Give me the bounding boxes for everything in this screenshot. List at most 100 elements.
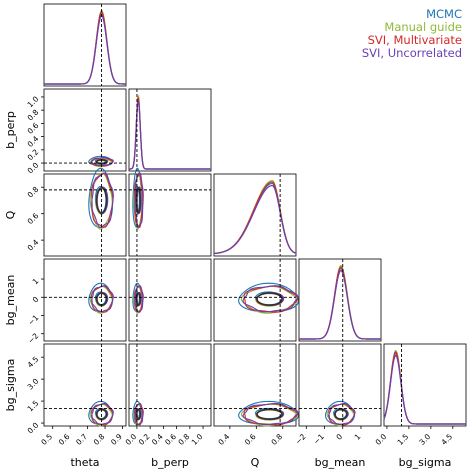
panel-bg_sigma-vs-bg_sigma: [383, 343, 467, 427]
x-tick-label: 4.5: [439, 432, 454, 447]
y-tick-label: 0.0: [26, 160, 41, 175]
marginal-mcmc: [299, 267, 381, 340]
y-tick-label: 1.5: [26, 399, 41, 414]
x-tick-label: 0.6: [163, 432, 178, 447]
panel-frame: [128, 173, 212, 257]
contour-svi-uncorrelated: [91, 402, 114, 426]
legend-entry: SVI, Multivariate: [367, 33, 462, 47]
contour-svi-multivariate: [243, 285, 299, 313]
x-tick-label: 1.0: [190, 432, 205, 447]
x-tick-label: 0.8: [269, 432, 284, 447]
x-axis-label: bg_sigma: [399, 456, 452, 469]
panel-frame: [128, 343, 212, 427]
panel-bg_sigma-vs-b_perp: [128, 343, 212, 427]
panel-bg_sigma-vs-bg_mean: [298, 343, 382, 427]
contour-core: [256, 292, 283, 306]
x-tick-label: 0.4: [216, 432, 231, 447]
y-tick-label: 0.4: [26, 238, 41, 253]
panel-frame: [43, 3, 127, 87]
y-tick-label: 0.2: [26, 147, 41, 162]
contour-core: [334, 408, 348, 420]
marginal-manual-guide: [44, 9, 126, 85]
y-tick-label: 0: [31, 295, 41, 305]
marginal-svi-uncorrelated: [44, 14, 126, 85]
y-axis-label: bg_sigma: [4, 359, 17, 412]
x-tick-label: 0.8: [176, 432, 191, 447]
y-tick-label: 0.8: [26, 108, 41, 123]
y-tick-label: 0.0: [26, 420, 41, 435]
legend: MCMC Manual guide SVI, Multivariate SVI, Un…: [362, 8, 462, 60]
marginal-manual-guide: [383, 349, 466, 425]
panel-bg_mean-vs-bg_mean: [298, 258, 382, 342]
y-tick-label: 4.5: [26, 355, 41, 370]
y-tick-label: 3.0: [26, 377, 41, 392]
panel-frame: [43, 258, 127, 342]
panel-b_perp-vs-b_perp: [128, 88, 212, 172]
panel-frame: [213, 173, 297, 257]
marginal-mcmc: [213, 182, 297, 255]
panel-frame: [213, 343, 297, 427]
panel-frame: [128, 258, 212, 342]
x-axis-label: Q: [251, 456, 260, 469]
contour-manual-guide: [89, 172, 113, 230]
contour-svi-uncorrelated: [90, 156, 114, 167]
x-tick-label: 0.4: [150, 432, 165, 447]
y-axis-label: Q: [4, 210, 17, 219]
panel-frame: [383, 343, 467, 427]
panel-Q-vs-b_perp: [128, 167, 212, 257]
x-tick-label: 0.7: [74, 432, 89, 447]
y-tick-label: 0.8: [26, 185, 41, 200]
marginal-svi-uncorrelated: [213, 184, 297, 255]
x-axis-label: theta: [70, 456, 99, 469]
contour-core: [95, 292, 108, 306]
marginal-svi-multivariate: [383, 351, 466, 425]
x-tick-label: 1.5: [396, 432, 411, 447]
marginal-svi-uncorrelated: [299, 269, 381, 340]
contour-svi-uncorrelated: [91, 285, 114, 313]
panel-frame: [43, 88, 127, 172]
x-tick-label: 0.9: [109, 432, 124, 447]
y-tick-label: −2: [26, 331, 40, 345]
y-tick-label: 0.6: [26, 121, 41, 136]
panel-theta-vs-theta: [43, 3, 127, 87]
contour-core: [95, 408, 108, 420]
contour-core: [135, 408, 141, 420]
y-tick-label: 0.6: [26, 211, 41, 226]
x-tick-label: −1: [312, 432, 326, 446]
contour-svi-uncorrelated: [327, 402, 356, 426]
y-tick-label: −1: [26, 313, 40, 327]
contour-svi-multivariate: [243, 403, 299, 426]
panel-frame: [43, 343, 127, 427]
x-axis-label: b_perp: [151, 456, 189, 469]
panel-b_perp-vs-theta: [43, 88, 127, 172]
y-tick-label: 0.4: [26, 134, 41, 149]
contour-manual-guide: [133, 172, 143, 230]
marginal-svi-uncorrelated: [383, 354, 466, 425]
panel-frame: [43, 173, 127, 257]
x-tick-label: 0.5: [39, 432, 54, 447]
marginal-manual-guide: [128, 94, 211, 170]
legend-entry: MCMC: [426, 7, 462, 21]
legend-entry: Manual guide: [384, 20, 462, 34]
x-axis-label: bg_mean: [315, 456, 366, 469]
panel-bg_mean-vs-theta: [43, 258, 127, 342]
contour-core: [135, 292, 141, 306]
marginal-manual-guide: [299, 265, 381, 340]
y-tick-label: 1: [31, 276, 41, 286]
marginal-svi-multivariate: [299, 266, 381, 340]
marginal-manual-guide: [213, 180, 297, 255]
panel-bg_sigma-vs-theta: [43, 343, 127, 427]
panel-frame: [128, 88, 212, 172]
marginal-mcmc: [44, 12, 126, 85]
panel-bg_sigma-vs-Q: [213, 343, 300, 427]
marginal-mcmc: [383, 352, 466, 425]
contour-svi-uncorrelated: [91, 172, 114, 229]
x-tick-label: 0.0: [374, 432, 389, 447]
panel-Q-vs-Q: [213, 173, 297, 257]
contour-core: [256, 408, 283, 420]
panel-frame: [298, 343, 382, 427]
panel-Q-vs-theta: [43, 167, 127, 257]
x-tick-label: 3.0: [417, 432, 432, 447]
